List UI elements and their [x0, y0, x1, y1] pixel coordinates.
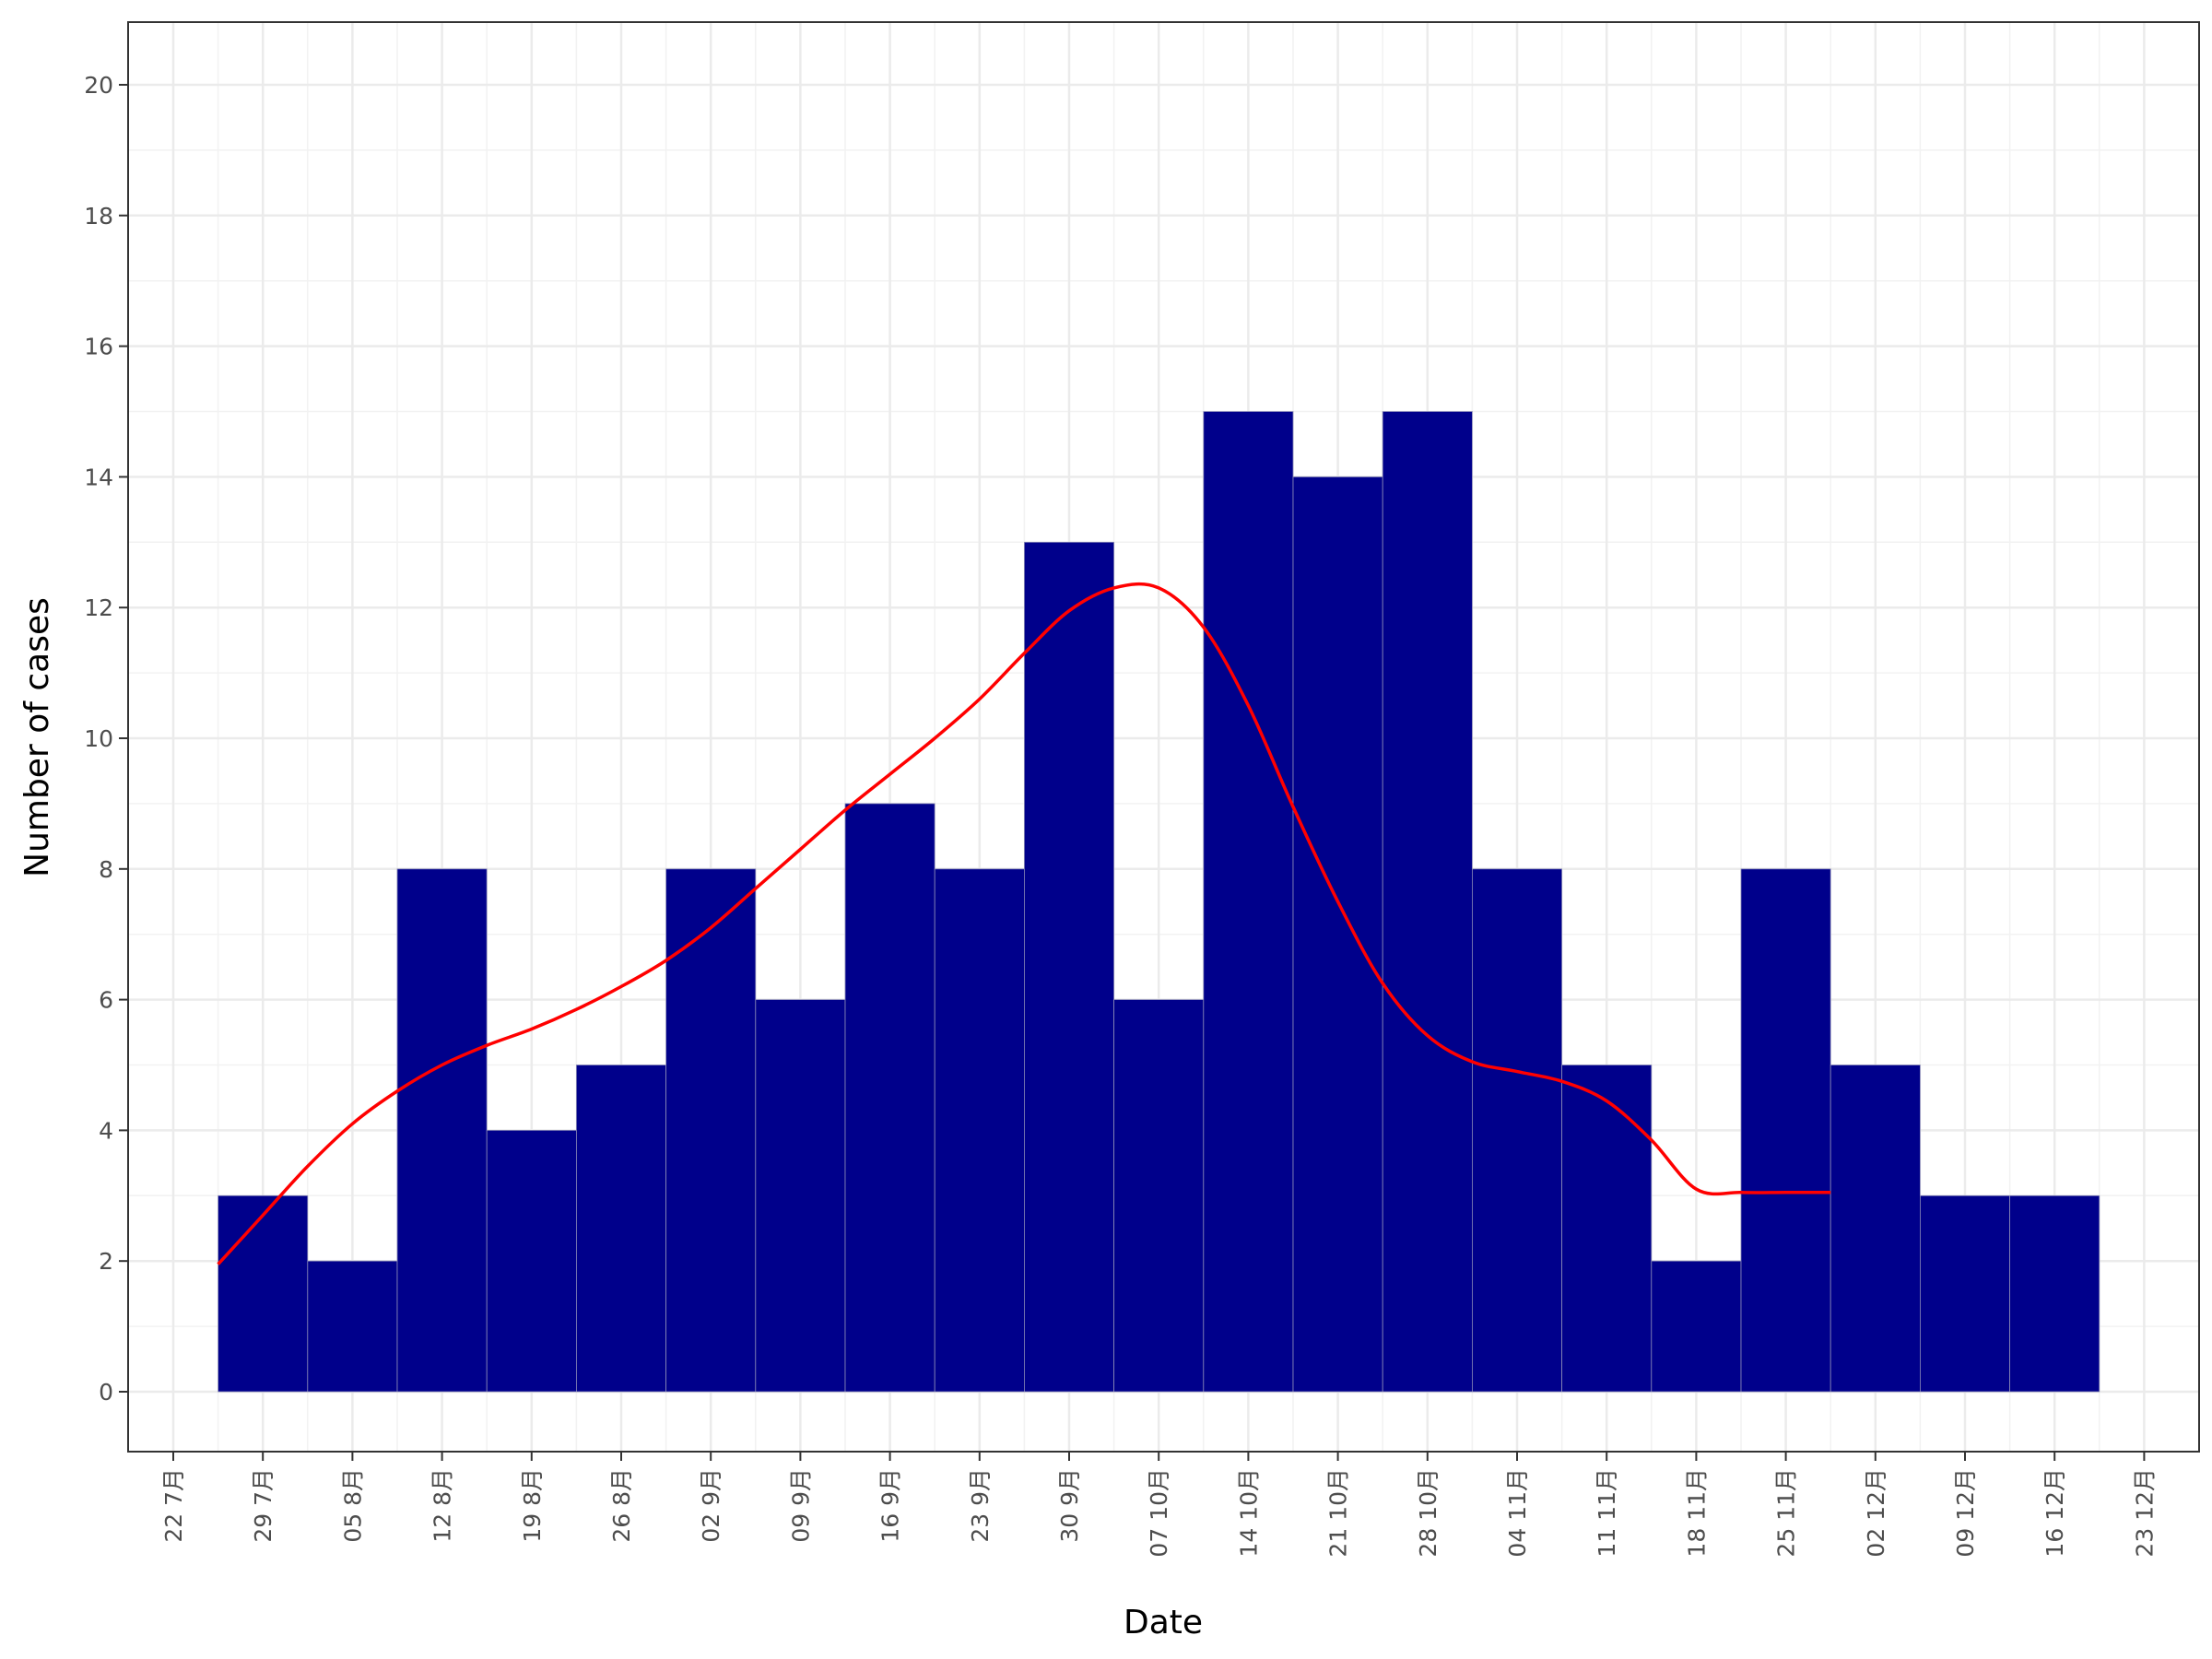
bar: [396, 868, 488, 1393]
bar: [1292, 477, 1383, 1393]
y-tick-label: 12: [84, 594, 113, 621]
x-tick-label: 25 11月: [1773, 1468, 1800, 1558]
y-tick-label: 2: [99, 1248, 113, 1275]
x-tick-label: 18 11月: [1683, 1468, 1710, 1558]
x-tick-label: 16 12月: [2041, 1468, 2068, 1558]
y-tick-label: 8: [99, 856, 113, 883]
x-tick-label: 28 10月: [1415, 1468, 1441, 1558]
x-tick-label: 04 11月: [1504, 1468, 1531, 1558]
bar: [1919, 1194, 2010, 1393]
x-tick-label: 14 10月: [1235, 1468, 1262, 1558]
y-tick-label: 16: [84, 334, 113, 360]
x-tick-label: 23 12月: [2131, 1468, 2158, 1558]
x-tick-label: 12 8月: [429, 1468, 456, 1543]
x-tick-label: 22 7月: [160, 1468, 187, 1543]
trend-line-group: [217, 582, 1831, 1265]
x-tick-label: 26 8月: [608, 1468, 635, 1543]
x-tick-label: 23 9月: [967, 1468, 994, 1543]
bar: [665, 868, 757, 1393]
bar: [1382, 411, 1473, 1393]
x-tick-label: 09 12月: [1952, 1468, 1979, 1558]
x-tick-label: 30 9月: [1056, 1468, 1083, 1543]
y-tick-label: 4: [99, 1117, 113, 1144]
bar: [307, 1260, 398, 1393]
x-tick-label: 05 8月: [339, 1468, 366, 1543]
y-tick-label: 20: [84, 72, 113, 99]
x-tick-label: 21 10月: [1325, 1468, 1352, 1558]
x-tick-label: 19 8月: [519, 1468, 546, 1543]
x-tick-label: 29 7月: [250, 1468, 276, 1543]
bar: [934, 868, 1025, 1393]
x-tick-label: 09 9月: [787, 1468, 814, 1543]
x-axis-title: Date: [1124, 1604, 1203, 1641]
bars: [218, 411, 2100, 1393]
bar: [1740, 868, 1831, 1393]
y-tick-label: 14: [84, 464, 113, 490]
bar: [1830, 1065, 1921, 1393]
bar: [1472, 868, 1563, 1393]
bar: [576, 1065, 667, 1393]
bar: [1203, 411, 1294, 1393]
x-tick-label: 07 10月: [1146, 1468, 1172, 1558]
y-axis-title: Number of cases: [18, 597, 56, 877]
x-tick-label: 16 9月: [877, 1468, 904, 1543]
x-tick-label: 11 11月: [1594, 1468, 1620, 1558]
bar: [1561, 1065, 1653, 1393]
plot-panel-border: [127, 21, 2200, 1453]
bar: [2009, 1194, 2100, 1393]
y-tick-label: 10: [84, 725, 113, 752]
trend-line: [217, 582, 1831, 1265]
x-axis: 22 7月 29 7月 05 8月 12 8月 19 8月 26 8月 02 9月 09 9月…: [160, 1452, 2158, 1558]
x-tick-label: 02 12月: [1863, 1468, 1889, 1558]
bar: [1651, 1260, 1742, 1393]
y-tick-label: 0: [99, 1379, 113, 1406]
bar: [218, 1194, 309, 1393]
x-tick-label: 02 9月: [698, 1468, 724, 1543]
bar: [1024, 541, 1115, 1393]
bar: [1113, 999, 1205, 1393]
bar: [486, 1130, 577, 1393]
y-tick-label: 18: [84, 203, 113, 229]
y-tick-label: 6: [99, 987, 113, 1014]
bar: [844, 803, 935, 1393]
bar: [755, 999, 846, 1393]
y-axis: 0 2 4 6 8 10 12 14 16 18 20: [84, 72, 128, 1406]
